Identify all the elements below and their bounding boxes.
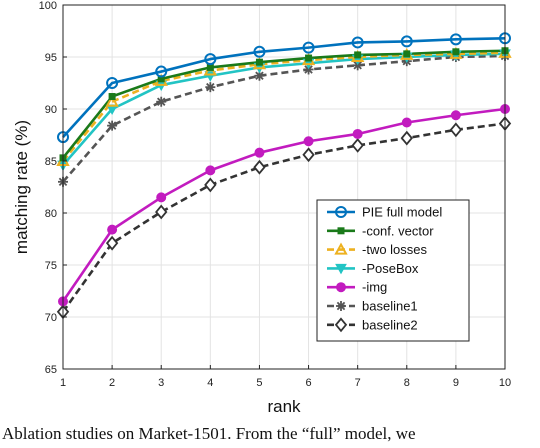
data-point-marker <box>107 224 118 235</box>
y-tick-label: 70 <box>45 312 57 324</box>
legend-entry-label: PIE full model <box>362 205 442 220</box>
data-point-marker <box>352 128 363 139</box>
data-point-marker <box>105 235 119 251</box>
data-point-marker <box>253 159 266 175</box>
data-point-marker <box>255 58 263 66</box>
data-point-marker <box>204 53 217 66</box>
data-point-marker <box>452 48 460 56</box>
data-point-marker <box>400 35 413 48</box>
series-line <box>61 107 506 303</box>
data-point-marker <box>335 263 347 275</box>
data-point-marker <box>403 50 411 58</box>
data-point-marker <box>450 110 461 121</box>
data-point-marker <box>108 93 116 101</box>
data-point-marker <box>351 137 364 153</box>
y-tick-label: 65 <box>45 364 57 376</box>
data-point-marker <box>351 36 364 49</box>
data-point-marker <box>106 77 119 89</box>
data-point-marker <box>253 45 266 58</box>
data-point-marker <box>302 41 315 54</box>
matching-rate-chart: 1 2 3 4 5 6 7 8 9 10 65 70 75 80 85 90 95 100 rank matchi… <box>12 0 512 416</box>
legend-entry-label: baseline2 <box>362 317 418 332</box>
y-tick-label: 85 <box>45 156 57 168</box>
y-tick-label: 100 <box>39 0 57 12</box>
data-point-marker <box>334 317 348 333</box>
legend-entry-label: baseline1 <box>362 299 418 314</box>
series-line <box>62 54 506 183</box>
series-line <box>61 49 506 159</box>
data-point-marker <box>303 136 314 147</box>
y-axis-label: matching rate (%) <box>12 120 31 254</box>
data-point-marker <box>352 60 363 71</box>
data-point-marker <box>335 206 347 218</box>
legend: PIE full model -conf. vector -two losses -P… <box>316 199 470 342</box>
axis-ticks <box>62 4 506 370</box>
y-tick-label: 95 <box>45 52 57 64</box>
x-tick-label: 8 <box>404 377 410 389</box>
x-tick-label: 6 <box>305 377 311 389</box>
x-tick-label: 2 <box>109 377 115 389</box>
series-line <box>62 52 506 167</box>
data-point-marker <box>401 117 412 128</box>
data-point-marker <box>400 130 413 146</box>
data-point-marker <box>105 94 119 107</box>
tick-labels: 1 2 3 4 5 6 7 8 9 10 65 70 75 80 85 90 95 100 <box>39 0 511 389</box>
x-tick-label: 9 <box>453 377 459 389</box>
legend-entry-label: -two losses <box>362 242 428 257</box>
data-point-marker <box>155 204 168 220</box>
legend-entry-label: -PoseBox <box>362 261 419 276</box>
data-point-marker <box>205 82 216 93</box>
data-point-marker <box>156 192 167 203</box>
x-tick-label: 5 <box>256 377 262 389</box>
data-point-marker <box>449 122 463 138</box>
legend-entry-label: -img <box>362 280 387 295</box>
data-point-marker <box>206 63 214 71</box>
data-point-marker <box>204 177 217 193</box>
data-point-marker <box>156 96 167 107</box>
x-tick-label: 1 <box>60 377 66 389</box>
data-point-marker <box>449 33 462 46</box>
data-point-marker <box>254 147 265 158</box>
y-tick-label: 90 <box>45 104 57 116</box>
y-tick-label: 75 <box>45 260 57 272</box>
data-point-marker <box>205 165 216 176</box>
legend-entry-label: -conf. vector <box>362 223 434 238</box>
data-point-marker <box>337 227 345 235</box>
data-point-marker <box>336 301 346 311</box>
y-tick-label: 80 <box>45 208 57 220</box>
data-point-marker <box>336 282 346 293</box>
x-axis-label: rank <box>267 397 301 416</box>
series-marker-group <box>58 104 510 307</box>
series-marker-group <box>57 49 511 172</box>
data-point-marker <box>107 120 118 131</box>
series-line <box>62 36 506 138</box>
data-point-marker <box>302 147 315 163</box>
series-lines <box>61 36 506 313</box>
series-line <box>61 51 506 162</box>
x-tick-label: 3 <box>158 377 164 389</box>
figure-caption: Ablation studies on Market-1501. From th… <box>2 424 416 443</box>
data-point-marker <box>305 54 313 62</box>
data-point-marker <box>354 51 362 59</box>
series-markers <box>56 32 512 320</box>
data-point-marker <box>334 242 348 255</box>
x-tick-label: 7 <box>355 377 361 389</box>
data-point-marker <box>155 65 168 78</box>
x-tick-label: 4 <box>207 377 213 389</box>
x-tick-label: 10 <box>499 377 511 389</box>
series-line <box>61 122 506 313</box>
plot-frame <box>62 4 506 370</box>
